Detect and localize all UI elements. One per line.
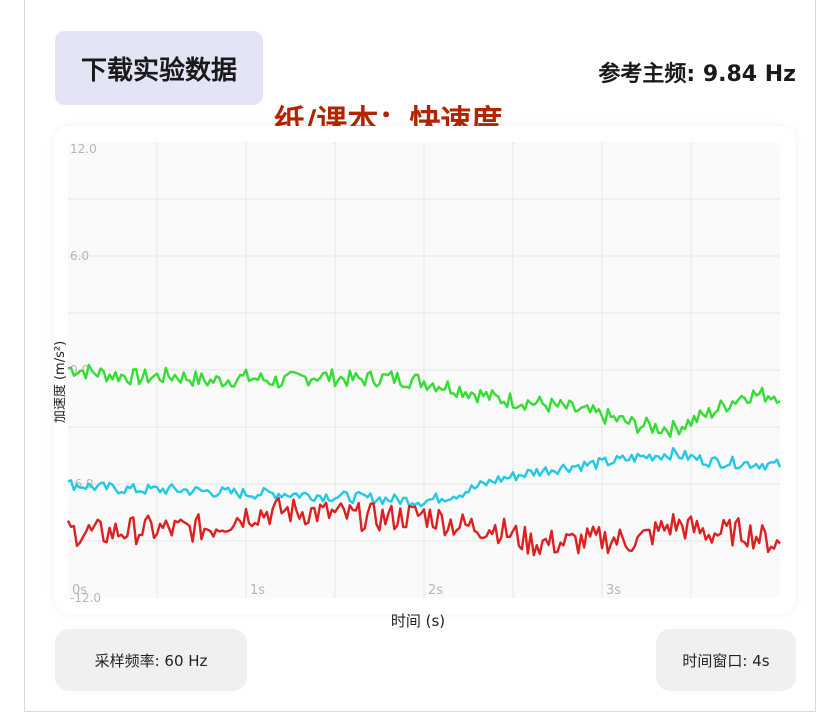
x-tick-label: 3s <box>606 583 621 598</box>
y-tick-label: 12.0 <box>70 142 97 156</box>
sample-rate-button[interactable]: 采样频率: 60 Hz <box>55 629 247 691</box>
reference-frequency-label: 参考主频: 9.84 Hz <box>598 62 796 87</box>
y-tick-label: -12.0 <box>70 591 101 605</box>
x-tick-label: 1s <box>250 583 265 598</box>
y-axis-label: 加速度 (m/s²) <box>54 341 68 423</box>
app-frame <box>24 0 816 712</box>
x-tick-label: 0s <box>72 583 87 598</box>
x-tick-label: 2s <box>428 583 443 598</box>
series-line-2 <box>67 446 782 508</box>
chart-card: 12.0 6.0 0.0 -6.0 -12.0 0s 1s 2s 3s 加速度 (m/s²) <box>54 126 796 614</box>
y-tick-label: 6.0 <box>70 249 89 263</box>
series-line-1 <box>67 363 781 438</box>
download-data-button[interactable]: 下载实验数据 <box>55 31 263 105</box>
x-axis-label: 时间 (s) <box>390 612 446 630</box>
series-line-3 <box>66 496 781 557</box>
time-window-button[interactable]: 时间窗口: 4s <box>656 629 796 691</box>
